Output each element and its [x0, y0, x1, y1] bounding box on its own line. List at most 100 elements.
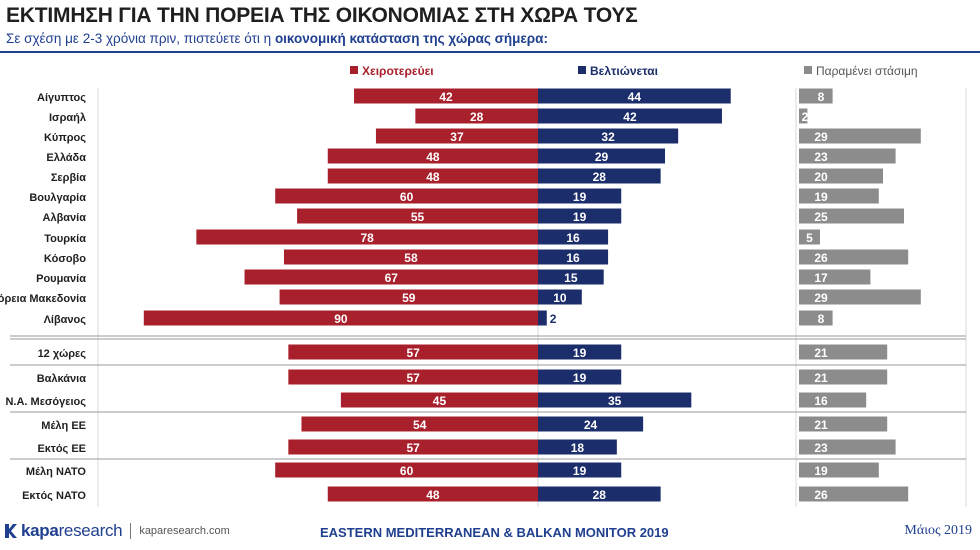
- data-label-worse: 48: [426, 488, 440, 502]
- data-label-better: 19: [573, 464, 587, 478]
- category-label: Βαλκάνια: [37, 373, 87, 385]
- data-label-worse: 90: [334, 312, 348, 326]
- bar-better: [538, 289, 582, 305]
- bar-same: [799, 188, 879, 204]
- bar-better: [538, 128, 679, 144]
- category-label: 12 χώρες: [38, 348, 87, 360]
- bar-same: [799, 88, 833, 104]
- bar-worse: [340, 392, 538, 408]
- data-label-worse: 55: [411, 210, 425, 224]
- bar-better: [538, 168, 661, 184]
- data-label-same: 21: [814, 418, 828, 432]
- legend-label-0: Χειροτερεύει: [362, 64, 434, 78]
- data-label-same: 23: [814, 150, 828, 164]
- category-label: Λίβανος: [44, 314, 87, 326]
- data-label-same: 21: [814, 346, 828, 360]
- bar-better: [538, 369, 622, 385]
- category-label: Κύπρος: [44, 132, 86, 144]
- survey-name: EASTERN MEDITERRANEAN & BALKAN MONITOR 2…: [320, 525, 669, 540]
- data-label-same: 8: [818, 312, 825, 326]
- bar-worse: [327, 148, 538, 164]
- data-label-worse: 54: [413, 418, 427, 432]
- data-label-better: 15: [564, 271, 578, 285]
- title-rule: [0, 51, 980, 53]
- data-label-better: 19: [573, 346, 587, 360]
- data-label-same: 29: [814, 291, 828, 305]
- data-label-better: 19: [573, 371, 587, 385]
- category-label: Βουλγαρία: [29, 192, 86, 204]
- logo-separator: [130, 523, 132, 539]
- bar-better: [538, 208, 622, 224]
- bar-same: [799, 344, 888, 360]
- data-label-better: 28: [593, 488, 607, 502]
- data-label-worse: 59: [402, 291, 416, 305]
- kapa-logo-icon: [4, 523, 18, 539]
- data-label-same: 21: [814, 371, 828, 385]
- bar-same: [799, 462, 879, 478]
- data-label-worse: 57: [406, 346, 420, 360]
- data-label-same: 25: [814, 210, 828, 224]
- data-label-worse: 57: [406, 441, 420, 455]
- data-label-better: 44: [628, 90, 642, 104]
- survey-date: Μάιος 2019: [904, 523, 972, 538]
- category-label: Βόρεια Μακεδονία: [0, 293, 86, 305]
- category-label: Σερβία: [51, 172, 86, 184]
- data-label-worse: 78: [361, 231, 375, 245]
- data-label-worse: 67: [385, 271, 399, 285]
- data-label-worse: 48: [426, 150, 440, 164]
- bar-better: [538, 416, 644, 432]
- category-label: Εκτός ΕΕ: [37, 443, 86, 455]
- data-label-better: 19: [573, 210, 587, 224]
- category-label: Ελλάδα: [46, 152, 86, 164]
- category-label: Μέλη ΕΕ: [41, 420, 86, 432]
- data-label-worse: 60: [400, 464, 414, 478]
- bar-worse: [301, 416, 538, 432]
- bar-same: [799, 392, 867, 408]
- bar-worse: [297, 208, 538, 224]
- data-label-same: 20: [814, 170, 828, 184]
- subtitle-bold: οικονομική κατάσταση της χώρας σήμερα:: [274, 31, 548, 46]
- bar-same: [799, 249, 909, 265]
- bar-better: [538, 88, 731, 104]
- bar-same: [799, 439, 896, 455]
- bar-worse: [143, 310, 539, 326]
- data-label-same: 8: [818, 90, 825, 104]
- bar-same: [799, 369, 888, 385]
- category-label: Αλβανία: [43, 212, 87, 224]
- bar-better: [538, 229, 609, 245]
- bar-same: [799, 486, 909, 502]
- data-label-better: 2: [550, 312, 557, 326]
- legend-swatch-0: [350, 66, 358, 74]
- data-label-same: 16: [814, 394, 828, 408]
- bar-worse: [288, 369, 538, 385]
- data-label-worse: 28: [470, 110, 484, 124]
- data-label-same: 29: [814, 130, 828, 144]
- data-label-same: 17: [814, 271, 828, 285]
- data-label-better: 24: [584, 418, 598, 432]
- data-label-better: 16: [566, 231, 580, 245]
- data-label-same: 2: [802, 110, 809, 124]
- chart-subtitle: Σε σχέση με 2-3 χρόνια πριν, πιστεύετε ό…: [6, 31, 548, 46]
- bar-worse: [327, 168, 538, 184]
- bar-same: [799, 416, 888, 432]
- bar-worse: [244, 269, 539, 285]
- category-label: Ισραήλ: [49, 112, 86, 124]
- legend-label-1: Βελτιώνεται: [590, 64, 658, 78]
- data-label-same: 19: [814, 464, 828, 478]
- bar-same: [799, 128, 921, 144]
- bar-better: [538, 392, 692, 408]
- data-label-worse: 58: [404, 251, 418, 265]
- data-label-same: 19: [814, 190, 828, 204]
- bar-better: [538, 310, 547, 326]
- bar-same: [799, 289, 921, 305]
- category-label: Κόσοβο: [44, 253, 86, 265]
- chart-title: ΕΚΤΙΜΗΣΗ ΓΙΑ ΤΗΝ ΠΟΡΕΙΑ ΤΗΣ ΟΙΚΟΝΟΜΙΑΣ Σ…: [6, 4, 638, 27]
- website-link[interactable]: kaparesearch.com: [139, 525, 230, 537]
- data-label-worse: 45: [433, 394, 447, 408]
- subtitle-plain: Σε σχέση με 2-3 χρόνια πριν, πιστεύετε ό…: [6, 31, 275, 46]
- bar-better: [538, 269, 604, 285]
- data-label-worse: 48: [426, 170, 440, 184]
- bar-worse: [288, 344, 538, 360]
- bar-worse: [288, 439, 538, 455]
- bar-better: [538, 344, 622, 360]
